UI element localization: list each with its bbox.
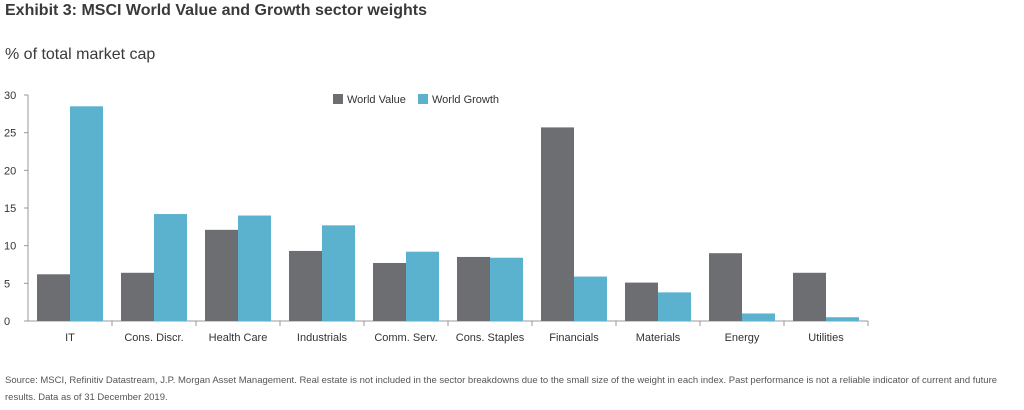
x-tick-label: IT xyxy=(65,332,75,344)
bar-world-growth xyxy=(658,292,691,321)
bar-world-value xyxy=(457,256,490,321)
bar-world-value xyxy=(793,272,826,321)
chart-title: Exhibit 3: MSCI World Value and Growth s… xyxy=(5,2,427,19)
y-tick-label: 15 xyxy=(4,203,16,215)
legend-swatch-world-growth xyxy=(418,94,428,104)
x-tick-label: Materials xyxy=(636,332,681,344)
x-tick-label: Comm. Serv. xyxy=(374,332,437,344)
legend-swatch-world-value xyxy=(333,94,343,104)
legend: World Value World Growth xyxy=(333,94,499,106)
bar-world-growth xyxy=(238,215,271,321)
x-tick-label: Cons. Staples xyxy=(456,332,525,344)
y-tick-label: 5 xyxy=(4,278,10,290)
x-tick-label: Industrials xyxy=(297,332,348,344)
bar-world-value xyxy=(541,127,574,321)
x-tick-label: Cons. Discr. xyxy=(124,332,183,344)
bar-world-growth xyxy=(406,251,439,321)
bar-world-value xyxy=(625,282,658,321)
bar-world-value xyxy=(373,262,406,321)
y-tick-label: 30 xyxy=(4,90,16,102)
chart-subtitle: % of total market cap xyxy=(5,46,156,63)
bar-world-value xyxy=(709,253,742,321)
legend-label-world-growth: World Growth xyxy=(432,94,499,106)
source-note: Source: MSCI, Refinitiv Datastream, J.P.… xyxy=(5,375,998,403)
legend-label-world-value: World Value xyxy=(347,94,406,106)
bar-world-growth xyxy=(574,276,607,321)
bar-world-growth xyxy=(154,214,187,321)
bar-world-value xyxy=(121,272,154,321)
bar-world-value xyxy=(37,274,70,321)
x-axis: IT Cons. Discr. Health Care Industrials Comm… xyxy=(28,320,869,344)
y-axis: 0 5 10 15 20 25 30 xyxy=(4,90,29,328)
x-tick-label: Energy xyxy=(725,332,760,344)
bar-world-growth xyxy=(322,225,355,321)
bar-chart: 0 5 10 15 20 25 30 IT Cons. Discr. Health Care In… xyxy=(4,90,869,344)
bars xyxy=(37,106,859,321)
y-tick-label: 25 xyxy=(4,128,16,140)
bar-world-growth xyxy=(826,317,859,321)
bar-world-value xyxy=(205,229,238,321)
x-tick-label: Utilities xyxy=(808,332,844,344)
bar-world-value xyxy=(289,250,322,321)
y-tick-label: 0 xyxy=(4,316,10,328)
x-tick-label: Financials xyxy=(549,332,599,344)
x-tick-label: Health Care xyxy=(209,332,268,344)
bar-world-growth xyxy=(742,313,775,321)
y-tick-label: 20 xyxy=(4,165,16,177)
y-tick-label: 10 xyxy=(4,241,16,253)
bar-world-growth xyxy=(490,257,523,321)
bar-world-growth xyxy=(70,106,103,321)
